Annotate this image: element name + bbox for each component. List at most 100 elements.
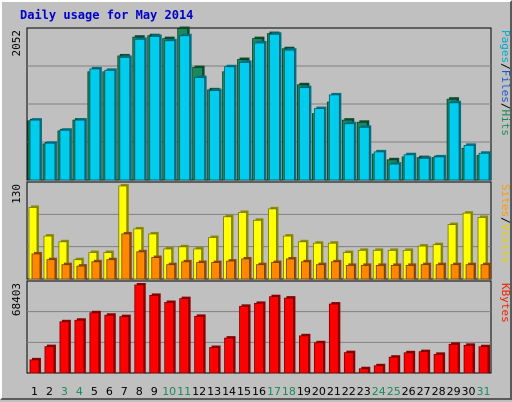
bar-middle-sites-day-6 [106,257,117,280]
bar-bottom-kbytes-day-24 [373,363,386,374]
bar-top-files-day-3 [59,128,72,181]
bar-middle-sites-day-8 [136,249,147,280]
bar-middle-sites-day-3 [61,262,72,280]
bar-bottom-kbytes-day-4-face [74,319,85,374]
bar-bottom-kbytes-day-24-face [373,365,384,374]
bar-top-files-day-2 [44,141,57,181]
bar-top-files-day-10 [164,38,177,181]
bar-middle-sites-day-9 [151,255,162,280]
bar-top-files-day-28 [433,154,447,181]
bar-bottom-kbytes-day-12-face [194,315,205,374]
bar-top-files-day-15 [239,60,252,181]
bar-top-files-day-23-face [358,126,370,181]
bar-middle-sites-day-2 [46,257,57,280]
bar-bottom-kbytes-day-30 [463,343,476,374]
bar-top-files-day-5 [89,66,102,181]
bar-middle-sites-day-14-face [226,260,235,280]
bar-middle-sites-day-1-face [31,253,41,280]
bar-bottom-kbytes-day-18 [284,296,296,374]
bar-middle-sites-day-2-face [46,259,56,280]
x-tick-day-19: 19 [297,385,311,398]
bar-bottom-kbytes-day-27 [418,349,431,374]
bar-bottom-kbytes-day-3-face [59,321,70,374]
bar-top-files-day-8-face [134,38,146,181]
bar-bottom-kbytes-day-22-face [343,352,354,374]
bar-bottom-kbytes-day-14 [224,336,236,374]
x-tick-day-6: 6 [106,385,113,398]
bar-bottom-kbytes-day-9 [149,293,161,374]
bar-top-files-day-24-face [373,151,385,181]
bar-top-files-day-10-face [164,40,176,181]
bar-middle-sites-day-31-face [480,264,490,280]
x-tick-day-28: 28 [432,385,446,398]
bar-middle-sites-day-24-face [375,265,385,280]
x-tick-day-21: 21 [327,385,341,398]
bar-bottom-kbytes-day-13 [209,345,221,374]
bar-middle-sites-day-14 [226,259,237,280]
bar-bottom-kbytes-day-6-face [104,314,115,374]
bar-bottom-kbytes-day-20-face [313,342,324,374]
bar-bottom-kbytes-day-5 [89,310,101,374]
bar-middle-sites-day-28 [435,262,447,280]
bar-bottom-kbytes-day-21 [328,302,341,374]
bar-middle-sites-day-17 [271,260,282,280]
bar-middle-sites-day-30-face [465,264,475,280]
bar-middle-sites-day-21 [330,259,342,280]
bar-middle-sites-day-10 [166,262,177,280]
bar-top-files-day-31-face [478,152,490,181]
x-tick-day-24: 24 [372,385,386,398]
bar-top-files-day-8 [134,37,147,181]
bar-bottom-kbytes-day-17-face [269,296,279,374]
bar-top-files-day-19 [299,85,312,181]
panel-bottom-legend: KBytes [499,283,512,323]
legend-entry-top-4: Hits [499,110,512,137]
bar-bottom-kbytes-day-31 [478,344,490,374]
legend-entry-middle-1: / [499,217,512,224]
bar-middle-sites-day-15 [241,256,252,280]
bar-middle-sites-day-20 [315,262,327,280]
panel-middle-max-label: 130 [10,184,23,204]
bar-middle-sites-day-22 [345,263,357,280]
bar-bottom-kbytes-day-22 [343,350,356,374]
bar-middle-sites-day-29 [450,262,462,280]
bar-bottom-kbytes-day-8 [134,283,146,374]
x-tick-day-23: 23 [357,385,371,398]
bar-bottom-kbytes-day-23-face [358,368,369,374]
x-tick-day-9: 9 [151,385,158,398]
bar-top-files-day-27-face [418,157,430,181]
x-tick-day-25: 25 [387,385,401,398]
bar-top-files-day-22 [343,121,357,181]
bar-bottom-kbytes-day-13-face [209,347,219,374]
bar-middle-sites-day-24 [375,263,387,280]
bar-bottom-kbytes-day-25-face [388,356,399,374]
bar-top-files-day-9-face [149,36,161,181]
bar-bottom-kbytes-day-12 [194,314,206,374]
x-tick-day-22: 22 [342,385,356,398]
x-tick-day-5: 5 [91,385,98,398]
bar-bottom-kbytes-day-1 [29,357,41,374]
bar-bottom-kbytes-day-26-face [403,352,414,374]
bar-middle-sites-day-30 [465,262,477,280]
bar-middle-sites-day-28-face [435,264,445,280]
bar-middle-sites-day-11 [181,259,192,280]
panel-bottom-max-label: 68403 [10,283,23,316]
bar-bottom-kbytes-day-5-face [89,312,100,374]
bar-top-files-day-4 [74,118,87,181]
x-tick-day-15: 15 [237,385,251,398]
bar-bottom-kbytes-day-11-face [179,298,190,374]
x-tick-day-17: 17 [267,385,281,398]
bar-middle-sites-day-6-face [106,259,116,280]
x-tick-day-8: 8 [136,385,143,398]
bar-bottom-kbytes-day-16 [254,301,266,374]
bar-middle-sites-day-27 [420,262,432,280]
bar-top-files-day-3-face [59,129,71,181]
panel-middle-legend: Sites/Visits [499,184,512,264]
bar-top-files-day-23 [358,125,372,181]
bar-top-files-day-30 [463,143,477,181]
bar-middle-sites-day-25-face [390,265,400,280]
bar-bottom-kbytes-day-10-face [164,302,175,374]
bar-middle-sites-day-13 [211,260,222,280]
bar-middle-sites-day-12 [196,260,207,280]
bar-middle-sites-day-5-face [91,261,101,280]
